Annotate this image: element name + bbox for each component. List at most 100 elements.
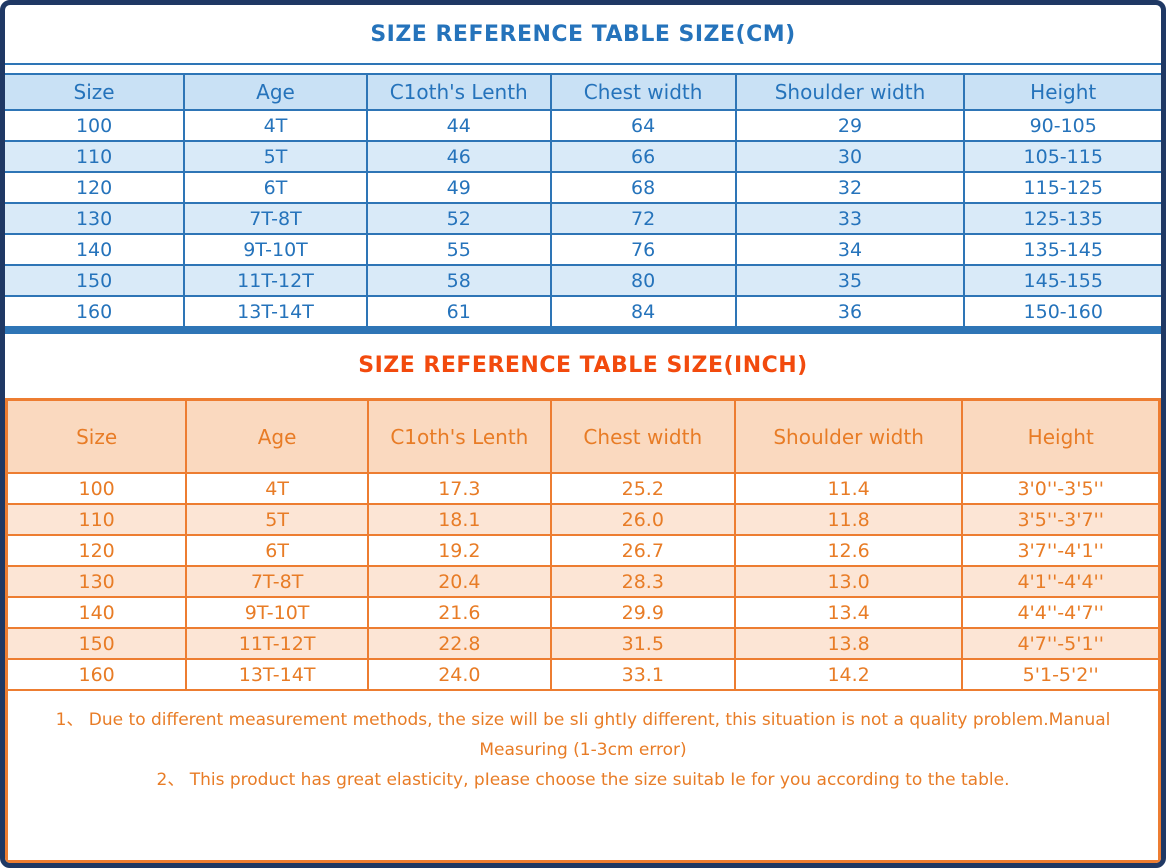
table-row: 140 9T-10T 55 76 34 135-145 (5, 233, 1161, 266)
table-cell: 29 (734, 109, 966, 142)
column-header: C1oth's Lenth (366, 401, 552, 474)
column-header: Size (8, 401, 188, 474)
table-cell: 135-145 (963, 233, 1161, 266)
table-cell: 29.9 (549, 596, 736, 629)
table-cell: 28.3 (549, 565, 736, 598)
table-cell: 13.0 (733, 565, 964, 598)
table-cell: 33.1 (549, 658, 736, 691)
inch-table-body: 100 4T 17.3 25.2 11.4 3'0''-3'5'' 110 5T 18.1 26.… (8, 472, 1158, 691)
table-cell: 12.6 (733, 534, 964, 567)
cm-size-table: Size Age C1oth's Lenth Chest width Shoulder … (5, 73, 1161, 328)
column-header: Size (5, 73, 186, 111)
table-cell: 9T-10T (185, 596, 369, 629)
table-cell: 32 (734, 171, 966, 204)
inch-header-row: Size Age C1oth's Lenth Chest width Shoulder … (8, 401, 1158, 474)
table-cell: 150 (5, 264, 186, 297)
table-row: 130 7T-8T 20.4 28.3 13.0 4'1''-4'4'' (8, 565, 1158, 598)
table-cell: 66 (549, 140, 737, 173)
table-row: 160 13T-14T 61 84 36 150-160 (5, 295, 1161, 328)
table-row: 140 9T-10T 21.6 29.9 13.4 4'4''-4'7'' (8, 596, 1158, 629)
table-cell: 5'1-5'2'' (961, 658, 1158, 691)
section-divider (5, 328, 1161, 334)
table-cell: 6T (185, 534, 369, 567)
table-cell: 125-135 (963, 202, 1161, 235)
table-row: 110 5T 46 66 30 105-115 (5, 140, 1161, 173)
table-cell: 33 (734, 202, 966, 235)
table-row: 110 5T 18.1 26.0 11.8 3'5''-3'7'' (8, 503, 1158, 536)
table-row: 150 11T-12T 58 80 35 145-155 (5, 264, 1161, 297)
table-row: 160 13T-14T 24.0 33.1 14.2 5'1-5'2'' (8, 658, 1158, 691)
table-cell: 115-125 (963, 171, 1161, 204)
column-header: C1oth's Lenth (365, 73, 552, 111)
table-cell: 46 (365, 140, 552, 173)
table-cell: 72 (549, 202, 737, 235)
table-row: 100 4T 17.3 25.2 11.4 3'0''-3'5'' (8, 472, 1158, 505)
column-header: Chest width (549, 401, 736, 474)
table-cell: 11.8 (733, 503, 964, 536)
table-cell: 13.4 (733, 596, 964, 629)
table-cell: 13T-14T (185, 658, 369, 691)
table-cell: 4'4''-4'7'' (961, 596, 1158, 629)
table-cell: 3'7''-4'1'' (961, 534, 1158, 567)
table-cell: 145-155 (963, 264, 1161, 297)
note-line: 2、 This product has great elasticity, pI… (156, 770, 1010, 790)
column-header: Age (185, 401, 369, 474)
table-cell: 140 (5, 233, 186, 266)
table-cell: 5T (183, 140, 368, 173)
inch-section-box: Size Age C1oth's Lenth Chest width Shoulder … (5, 398, 1161, 863)
table-cell: 90-105 (963, 109, 1161, 142)
table-cell: 35 (734, 264, 966, 297)
table-cell: 26.7 (549, 534, 736, 567)
column-header: Age (183, 73, 368, 111)
table-cell: 80 (549, 264, 737, 297)
table-cell: 64 (549, 109, 737, 142)
cm-table-title: SIZE REFERENCE TABLE SIZE(CM) (5, 5, 1161, 65)
table-cell: 58 (365, 264, 552, 297)
table-cell: 13.8 (733, 627, 964, 660)
table-cell: 4'1''-4'4'' (961, 565, 1158, 598)
table-cell: 52 (365, 202, 552, 235)
table-cell: 76 (549, 233, 737, 266)
table-cell: 68 (549, 171, 737, 204)
table-cell: 30 (734, 140, 966, 173)
table-cell: 120 (5, 171, 186, 204)
table-row: 120 6T 49 68 32 115-125 (5, 171, 1161, 204)
table-cell: 44 (365, 109, 552, 142)
table-cell: 5T (185, 503, 369, 536)
cm-table-body: 100 4T 44 64 29 90-105 110 5T 46 66 30 105-115 120 6T… (5, 109, 1161, 328)
table-cell: 4'7''-5'1'' (961, 627, 1158, 660)
table-cell: 120 (8, 534, 188, 567)
table-cell: 20.4 (366, 565, 552, 598)
table-row: 100 4T 44 64 29 90-105 (5, 109, 1161, 142)
cm-header-row: Size Age C1oth's Lenth Chest width Shoulder … (5, 73, 1161, 111)
table-cell: 49 (365, 171, 552, 204)
table-cell: 24.0 (366, 658, 552, 691)
table-cell: 26.0 (549, 503, 736, 536)
table-cell: 22.8 (366, 627, 552, 660)
table-cell: 11.4 (733, 472, 964, 505)
table-cell: 7T-8T (185, 565, 369, 598)
note-line: 1、 Due to different measurement methods,… (55, 710, 1111, 730)
table-cell: 130 (5, 202, 186, 235)
table-cell: 7T-8T (183, 202, 368, 235)
column-header: Height (963, 73, 1161, 111)
table-cell: 100 (8, 472, 188, 505)
table-row: 130 7T-8T 52 72 33 125-135 (5, 202, 1161, 235)
table-cell: 130 (8, 565, 188, 598)
column-header: Shoulder width (734, 73, 966, 111)
column-header: Chest width (549, 73, 737, 111)
table-cell: 100 (5, 109, 186, 142)
table-cell: 11T-12T (183, 264, 368, 297)
table-cell: 3'5''-3'7'' (961, 503, 1158, 536)
table-cell: 160 (5, 295, 186, 328)
notes-section: 1、 Due to different measurement methods,… (8, 691, 1158, 860)
table-cell: 110 (8, 503, 188, 536)
table-cell: 14.2 (733, 658, 964, 691)
table-cell: 9T-10T (183, 233, 368, 266)
table-cell: 110 (5, 140, 186, 173)
table-cell: 18.1 (366, 503, 552, 536)
inch-table-title: SIZE REFERENCE TABLE SIZE(INCH) (358, 353, 808, 378)
table-cell: 3'0''-3'5'' (961, 472, 1158, 505)
table-cell: 25.2 (549, 472, 736, 505)
